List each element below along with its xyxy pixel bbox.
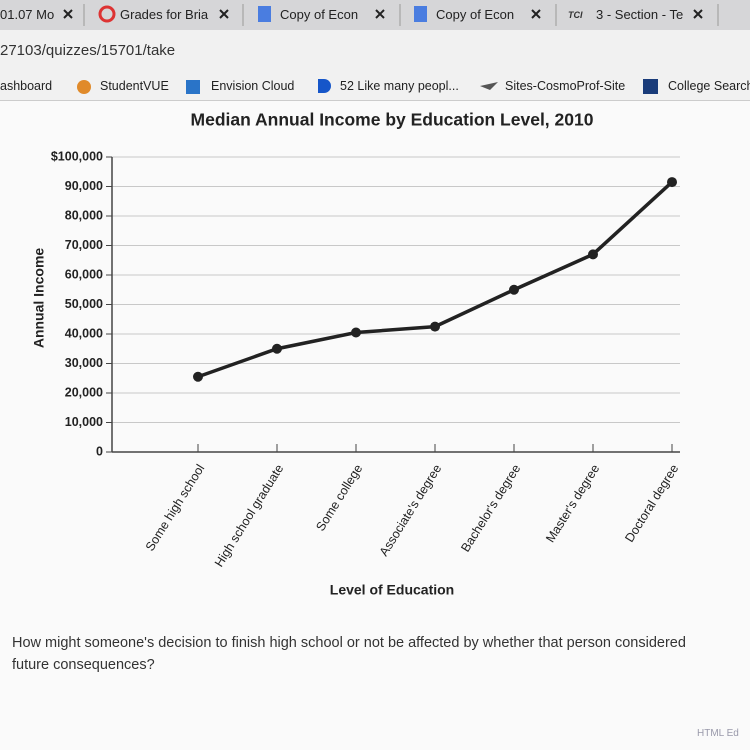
data-point [430, 321, 440, 332]
x-tick-label: Associate's degree [377, 462, 445, 559]
y-tick-label: 20,000 [65, 385, 103, 399]
data-point [588, 249, 598, 260]
y-tick-label: 10,000 [65, 415, 103, 429]
tab[interactable]: Copy of Econ 0 [280, 7, 362, 22]
x-tick-label: Bachelor's degree [458, 462, 523, 555]
bookmark[interactable]: StudentVUE [100, 79, 169, 93]
bookmark[interactable]: ashboard [0, 79, 53, 93]
data-point [351, 327, 361, 338]
x-tick-label: Some college [313, 462, 365, 534]
content [0, 101, 750, 750]
data-point [272, 343, 282, 354]
x-tick-label: Some high school [143, 462, 208, 554]
data-point [193, 371, 203, 382]
y-tick-label: 60,000 [65, 267, 103, 281]
x-tick-label: Master's degree [543, 462, 602, 545]
x-axis-label: Level of Education [330, 582, 454, 598]
y-tick-label: 50,000 [65, 297, 103, 311]
data-point [509, 284, 519, 295]
y-tick-label: 40,000 [65, 326, 103, 340]
bookmark[interactable]: Sites-CosmoProf-Site [505, 79, 626, 93]
y-axis-label: Annual Income [31, 248, 47, 349]
tab[interactable]: Copy of Econ 0 [436, 7, 518, 22]
question-text: How might someone's decision to finish h… [12, 635, 686, 673]
y-tick-label: 0 [96, 444, 103, 458]
x-tick-label: High school graduate [212, 462, 286, 570]
svg-text:TCI: TCI [568, 10, 583, 20]
bookmark-icons [77, 79, 658, 94]
data-line [197, 180, 674, 379]
tab[interactable]: 01.07 Mo [0, 7, 55, 22]
y-tick-label: 30,000 [65, 356, 103, 370]
url[interactable]: 27103/quizzes/15701/take [0, 42, 176, 59]
x-tick-label: Doctoral degree [622, 462, 681, 545]
data-point [667, 177, 677, 188]
chart-title: Median Annual Income by Education Level,… [191, 110, 594, 130]
tab-icons: TCI [63, 4, 719, 26]
chart: Median Annual Income by Education Level,… [31, 110, 682, 598]
address-bar: 27103/quizzes/15701/take [0, 30, 750, 74]
tab[interactable]: Grades for Bria [120, 7, 209, 22]
bookmark[interactable]: 52 Like many peopl... [340, 79, 459, 93]
y-tick-label: 70,000 [65, 238, 103, 252]
bookmark[interactable]: Envision Cloud [211, 79, 295, 93]
footer-text: HTML Ed [697, 728, 739, 739]
y-tick-label: $100,000 [51, 149, 103, 163]
y-tick-label: 90,000 [65, 179, 103, 193]
bookmark[interactable]: College Search [668, 79, 750, 93]
tab[interactable]: 3 - Section - Te [596, 7, 684, 22]
bookmarks-bar: ashboard StudentVUE Envision Cloud 52 Li… [0, 74, 750, 101]
y-tick-label: 80,000 [65, 208, 103, 222]
tab-bar: 01.07 Mo Grades for Bria Copy of Econ 0 … [0, 0, 750, 30]
